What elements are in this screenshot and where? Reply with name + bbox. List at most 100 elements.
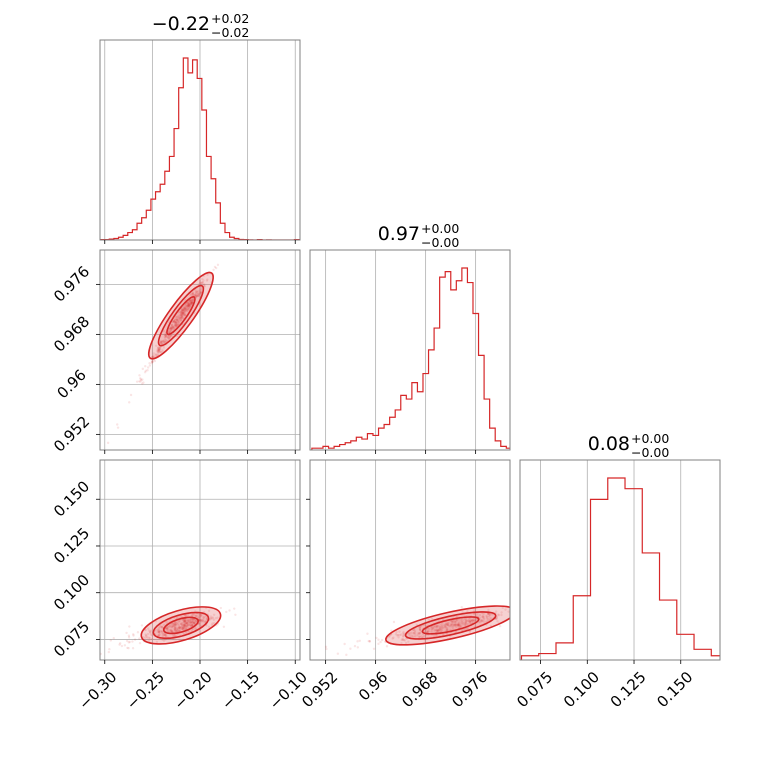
sample-point [190,302,193,305]
sample-point [471,619,474,622]
sample-point [194,290,197,294]
sample-point [183,310,186,313]
sample-point [170,323,174,326]
sample-point [450,623,453,627]
sample-point [182,311,186,314]
sample-point [191,614,194,617]
sample-point [128,625,131,628]
sample-point [175,621,179,625]
sample-point [397,636,400,639]
sample-point [166,626,169,629]
sample-point [187,302,190,306]
sample-point [197,294,200,297]
sample-point [205,617,209,620]
sample-point [443,626,446,629]
sample-point [153,359,157,363]
sample-point [186,621,190,624]
sample-point [202,616,205,619]
sample-point [175,323,178,327]
sample-point [380,638,384,642]
sample-point [132,633,135,636]
sample-point [451,619,454,623]
sample-point [189,617,193,621]
sample-point [184,309,188,312]
sample-point [190,628,193,632]
sample-point [183,620,187,623]
sample-point [184,621,188,624]
sample-point [166,627,169,631]
sample-point [185,622,189,625]
sample-point [438,626,442,630]
sample-point [199,619,202,622]
sample-point [356,640,359,643]
sample-point [171,624,174,627]
sample-point [452,623,456,627]
sample-point [183,306,187,310]
sample-point [185,624,189,628]
sample-point [175,316,179,319]
sample-point [191,291,194,294]
sample-point [157,346,161,350]
sample-point [482,612,485,616]
sample-point [169,329,173,332]
sample-point [174,315,178,319]
sample-point [183,626,186,630]
sample-point [187,303,191,306]
sample-point [161,340,165,343]
sample-point [497,613,500,616]
sample-point [343,642,346,646]
sample-point [191,613,195,616]
sample-point [433,629,436,632]
sample-point [183,309,186,312]
sample-point [201,282,204,285]
x-tick-label: 0.125 [607,668,650,711]
sample-point [524,606,526,608]
sample-point [157,629,160,632]
contour-level [404,611,497,640]
sample-point [178,629,181,632]
sample-point [180,622,184,625]
sample-point [434,625,437,628]
sample-point [187,304,190,307]
sample-point [402,635,405,638]
sample-point [167,337,171,340]
axes-frame [519,459,721,661]
sample-point [194,627,197,631]
sample-point [182,311,185,314]
sample-point [183,307,187,310]
contour-level [162,616,199,635]
sample-point [356,646,360,649]
sample-point [494,610,498,613]
sample-point [180,316,184,320]
sample-point [477,621,481,624]
sample-point [178,317,181,320]
sample-point [160,625,163,629]
sample-point [461,619,464,622]
sample-point [430,628,434,631]
sample-point [186,301,189,304]
sample-point [395,630,398,634]
sample-point [174,626,177,629]
sample-point [482,617,486,621]
sample-point [177,628,180,632]
sample-point [453,620,457,623]
sample-point [178,626,181,630]
sample-point [188,620,192,623]
sample-point [172,326,175,329]
sample-point [187,303,191,306]
sample-point [197,292,200,295]
sample-point [198,293,201,296]
sample-point [474,614,478,617]
sample-point [440,626,444,629]
sample-point [498,624,502,628]
sample-point [396,633,400,637]
sample-point [182,621,185,624]
sample-point [436,629,440,632]
sample-point [180,308,183,311]
sample-point [472,612,476,616]
sample-point [170,630,174,633]
sample-point [189,299,193,302]
sample-point [166,629,169,633]
sample-point [156,353,159,357]
